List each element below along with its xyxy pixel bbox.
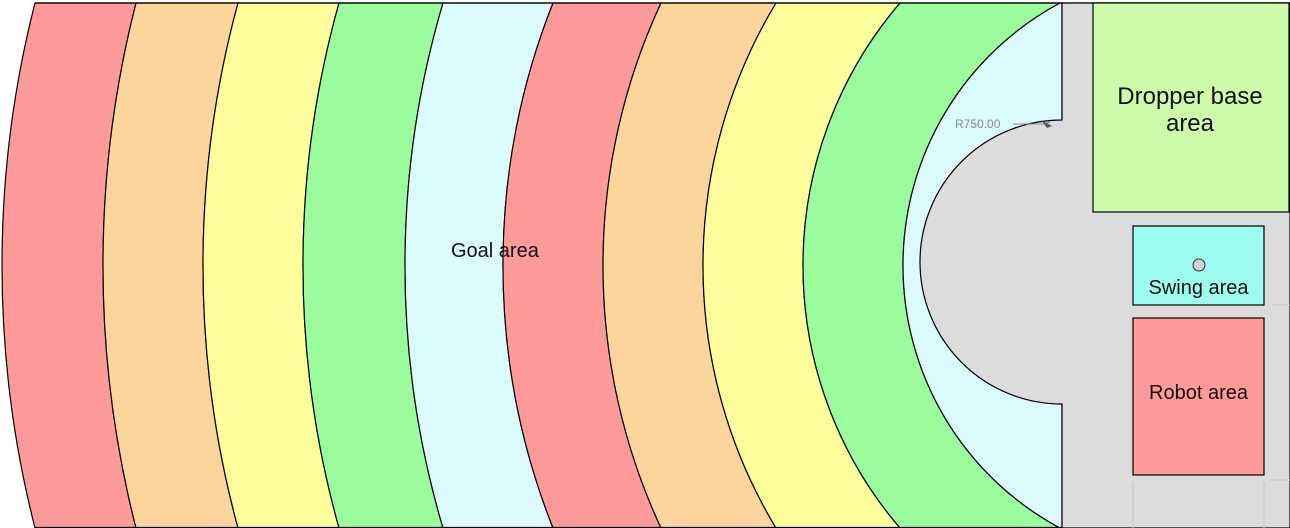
radius-dimension-label: R750.00 — [955, 117, 1001, 131]
dropper-base-area — [1092, 2, 1290, 213]
robot-area-label: Robot area — [1149, 382, 1248, 404]
swing-area-label: Swing area — [1148, 277, 1249, 299]
swing-pivot-marker — [1192, 258, 1206, 272]
dropper-base-area-label: Dropper base area — [1117, 83, 1263, 137]
goal-area-label: Goal area — [451, 240, 539, 262]
robot-area — [1132, 317, 1265, 476]
radius-dimension-leader — [1013, 120, 1052, 128]
